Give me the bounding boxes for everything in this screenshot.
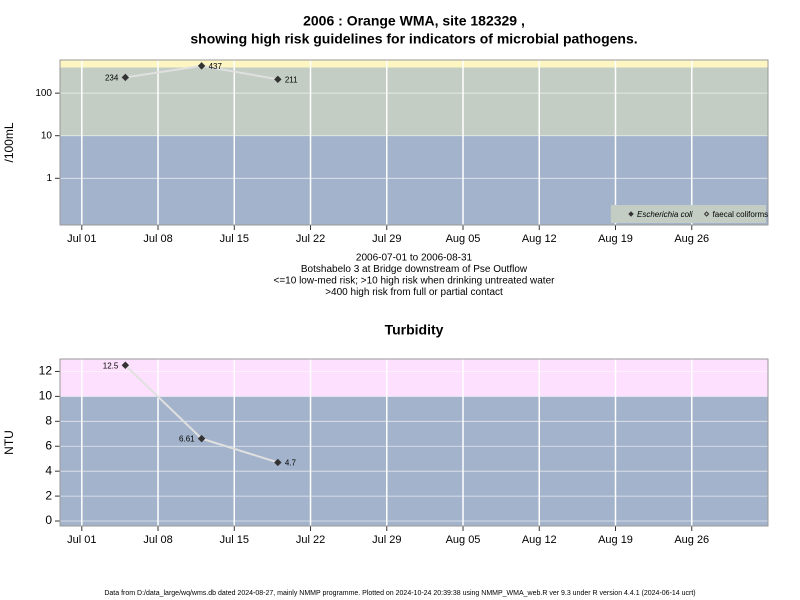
x-tick-label: Aug 12 xyxy=(522,233,557,245)
risk-band xyxy=(60,359,768,397)
data-point xyxy=(197,62,206,70)
x-tick-label: Aug 26 xyxy=(674,233,709,245)
legend-label: Escherichia coli xyxy=(637,210,693,219)
data-label: 6.61 xyxy=(179,435,195,444)
plot-frame xyxy=(59,358,769,527)
note: 2006-07-01 to 2006-08-31 xyxy=(356,253,473,264)
x-tick-label: Jul 15 xyxy=(220,233,249,245)
x-tick-label: Jul 29 xyxy=(372,233,401,245)
x-tick-label: Aug 19 xyxy=(598,233,633,245)
y-tick-label: 6 xyxy=(45,438,52,452)
x-tick-label: Jul 08 xyxy=(143,534,172,546)
x-tick-label: Aug 26 xyxy=(674,534,709,546)
y-tick-label: 2 xyxy=(45,488,52,502)
data-label: 4.7 xyxy=(285,459,297,468)
risk-band xyxy=(60,396,768,526)
x-tick-label: Jul 01 xyxy=(67,534,96,546)
chart-title: 2006 : Orange WMA, site 182329 , xyxy=(303,13,525,29)
y-tick-label: 0 xyxy=(45,513,52,527)
note: Botshabelo 3 at Bridge downstream of Pse… xyxy=(301,264,528,275)
plot-frame xyxy=(59,59,769,226)
x-tick-label: Jul 29 xyxy=(372,534,401,546)
note: >400 high risk from full or partial cont… xyxy=(325,287,503,298)
x-tick-label: Jul 22 xyxy=(296,233,325,245)
footer: Data from D:/data_large/wq/wms.db dated … xyxy=(104,590,695,597)
x-tick-label: Aug 19 xyxy=(598,534,633,546)
y-tick-label: 1 xyxy=(46,173,52,184)
x-tick-label: Jul 08 xyxy=(143,233,172,245)
data-point xyxy=(274,458,282,467)
y-tick-label: 8 xyxy=(45,413,52,427)
y-tick-label: 10 xyxy=(41,130,53,141)
x-tick-label: Aug 05 xyxy=(446,534,481,546)
data-point xyxy=(274,75,282,84)
y-tick-label: 100 xyxy=(35,88,52,99)
risk-band xyxy=(60,60,768,68)
legend-marker xyxy=(703,211,710,217)
data-point xyxy=(121,361,130,369)
legend-box xyxy=(610,205,766,223)
note: <=10 low-med risk; >10 high risk when dr… xyxy=(274,276,556,287)
risk-band xyxy=(60,67,768,136)
data-label: 211 xyxy=(285,75,298,84)
y-axis-label: NTU xyxy=(2,430,16,455)
legend-label: faecal coliforms xyxy=(713,210,769,219)
x-tick-label: Jul 01 xyxy=(67,233,96,245)
chart-subtitle: showing high risk guidelines for indicat… xyxy=(190,31,637,47)
y-tick-label: 4 xyxy=(45,463,52,477)
y-axis-label: /100mL xyxy=(2,122,16,162)
x-tick-label: Aug 12 xyxy=(522,534,557,546)
legend-marker xyxy=(628,211,634,217)
data-label: 234 xyxy=(105,74,119,83)
y-tick-label: 12 xyxy=(39,364,53,378)
data-label: 437 xyxy=(209,62,223,71)
data-point xyxy=(121,73,130,82)
x-tick-label: Aug 05 xyxy=(446,233,481,245)
data-label: 12.5 xyxy=(103,361,119,370)
chart-title: Turbidity xyxy=(385,322,444,338)
y-tick-label: 10 xyxy=(39,389,53,403)
data-point xyxy=(197,434,206,443)
x-tick-label: Jul 22 xyxy=(296,534,325,546)
x-tick-label: Jul 15 xyxy=(220,534,249,546)
